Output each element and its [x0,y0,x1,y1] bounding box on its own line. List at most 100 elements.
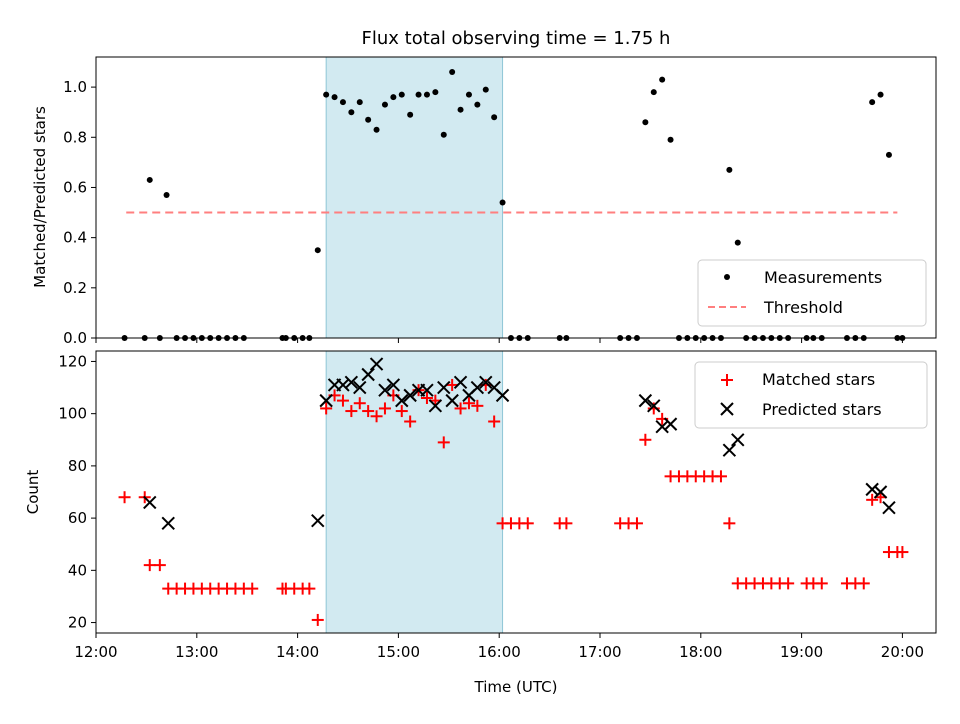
x-tick-label: 20:00 [881,643,924,661]
predicted-star-point [655,420,669,434]
measurement-point [482,86,489,93]
matched-star-point [630,517,643,530]
bottom-y-tick-label: 120 [58,352,87,370]
top-panel: 0.0 0.2 0.4 0.6 0.8 1.0 Flux total observing … [31,28,937,347]
predicted-star-point [428,399,443,413]
measurement-point [381,101,388,108]
predicted-star-point [336,378,350,392]
matched-star-point [714,470,727,483]
x-tick-label: 19:00 [780,643,823,661]
top-y-tick-label: 0.6 [63,178,87,196]
measurement-point [449,69,456,76]
matched-star-point [395,405,408,418]
predicted-star-point [663,417,678,431]
matched-star-point [118,491,131,504]
predicted-star-point [353,380,367,395]
matched-star-point [857,577,870,590]
measurement-point [474,101,481,108]
matched-star-point [404,415,417,428]
measurement-point [440,131,447,138]
legend-predicted-label: Predicted stars [762,400,882,419]
matched-star-point [153,559,166,572]
matched-star-point [723,517,736,530]
x-tick-label: 12:00 [74,643,117,661]
matched-star-point [639,433,652,446]
matched-star-point [345,405,358,418]
matched-star-point [320,402,333,415]
matched-star-point [336,394,349,407]
measurement-point [877,91,884,98]
x-tick-label: 16:00 [478,643,521,661]
predicted-star-point [647,399,661,413]
bottom-y-tick-label: 60 [68,509,87,527]
predicted-star-point [403,388,417,403]
matched-star-point [353,397,366,410]
predicted-star-point [378,383,392,397]
measurement-point [667,136,674,143]
predicted-star-point [470,380,485,395]
bottom-y-axis-label: Count [24,470,42,515]
measurement-point [432,89,439,96]
predicted-star-point [873,485,888,499]
predicted-star-point [161,516,175,531]
measurement-point [163,191,170,198]
top-y-tick-label: 0.4 [63,229,87,247]
measurement-point [314,247,321,254]
predicted-star-point [865,482,879,497]
measurement-point [146,176,153,183]
predicted-star-point [319,393,333,408]
top-y-tick-label: 0.2 [63,279,87,297]
matched-star-point [462,397,475,410]
predicted-star-point [437,380,451,395]
measurement-point [415,91,422,98]
measurement-point [659,76,666,83]
bottom-y-tick-label: 40 [68,561,87,579]
x-tick-label: 17:00 [578,643,621,661]
measurement-point [423,91,430,98]
bottom-axes-frame [95,350,937,634]
measurement-point [642,119,649,126]
measurement-point [869,99,876,106]
bottom-y-tick-label: 80 [68,457,87,475]
bottom-y-tick-label: 100 [58,405,87,423]
legend-matched-label: Matched stars [762,370,875,389]
matched-star-point [437,436,450,449]
matched-star-point [560,517,573,530]
bottom-legend-box [694,361,928,429]
legend-measurements-marker [724,274,730,280]
measurement-point [398,91,405,98]
measurement-point [339,99,346,106]
predicted-star-point [311,514,325,528]
top-y-tick-label: 0.8 [63,128,87,146]
predicted-star-point [386,378,401,392]
matched-star-point [782,577,795,590]
matched-star-point [488,415,501,428]
measurement-point [885,151,892,158]
predicted-star-point [638,393,653,408]
measurement-point [491,114,498,121]
matched-star-point [446,378,459,391]
predicted-star-point [369,357,384,371]
matched-star-point [896,546,909,559]
bottom-y-tick-label: 20 [68,614,87,632]
chart-title: Flux total observing time = 1.75 h [362,28,671,49]
predicted-star-point [495,388,510,403]
legend-predicted-marker [720,402,734,416]
top-y-tick-label: 0.0 [63,329,87,347]
x-tick-label: 15:00 [377,643,420,661]
measurement-point [356,99,363,106]
measurement-point [734,239,741,246]
measurement-point [465,91,472,98]
x-tick-label: 14:00 [276,643,319,661]
predicted-star-point [344,375,359,390]
measurement-point [331,94,338,101]
predicted-star-point [453,375,468,390]
matched-star-point [378,402,391,415]
x-tick-label: 18:00 [679,643,722,661]
measurement-point [348,109,355,116]
matched-star-point [420,392,433,404]
matched-star-point [370,410,383,423]
legend-matched-marker [721,374,733,386]
bottom-highlight-span [325,350,504,634]
